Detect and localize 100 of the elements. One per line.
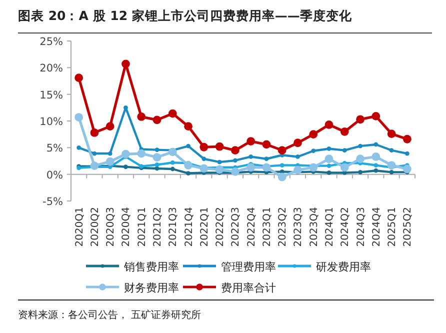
x-tick-label: 2022Q4	[246, 207, 258, 247]
point	[186, 171, 190, 176]
legend-label: 销售费用率	[123, 260, 179, 274]
point	[402, 164, 412, 174]
point	[137, 112, 146, 121]
x-tick-label: 2025Q2	[402, 207, 414, 247]
point	[74, 113, 84, 122]
y-tick-label: 25%	[40, 36, 64, 48]
point	[374, 142, 378, 147]
x-tick-label: 2023Q3	[293, 207, 304, 247]
point	[248, 154, 254, 159]
x-tick-label: 2023Q4	[308, 207, 320, 247]
point	[358, 170, 362, 174]
point	[122, 150, 130, 158]
point	[202, 156, 206, 162]
x-tick-label: 2020Q4	[121, 207, 132, 247]
point	[389, 148, 394, 153]
point	[232, 158, 238, 163]
point	[215, 165, 224, 174]
point	[262, 163, 271, 172]
x-tick-label: 2020Q3	[106, 207, 117, 247]
point	[294, 138, 302, 148]
y-tick-label: -5%	[42, 196, 64, 208]
point	[230, 146, 240, 155]
point	[280, 163, 284, 168]
point	[324, 120, 334, 129]
text: 资料来源：各公司公告， 五矿证券研究所	[18, 309, 202, 321]
x-tick-label: 2023Q2	[278, 207, 289, 247]
point	[278, 172, 286, 182]
point	[200, 164, 208, 173]
point	[246, 163, 256, 172]
point	[90, 162, 99, 170]
point	[356, 154, 364, 164]
point	[389, 170, 394, 174]
point	[108, 151, 112, 156]
chart-title: 图表 20：A 股 12 家锂上市公司四费费用率——季度变化	[18, 8, 353, 23]
x-tick-label: 2025Q1	[387, 207, 398, 247]
point	[326, 164, 332, 168]
x-tick-label: 2024Q2	[340, 207, 352, 247]
point	[387, 130, 396, 138]
point	[340, 127, 349, 136]
point	[309, 163, 318, 172]
point	[296, 154, 300, 159]
point	[358, 144, 362, 148]
point	[404, 151, 410, 156]
point	[184, 122, 192, 131]
point	[372, 112, 380, 120]
x-tick-label: 2021Q4	[184, 207, 195, 247]
point	[168, 148, 177, 156]
point	[186, 144, 190, 148]
point	[311, 148, 316, 154]
point	[154, 162, 160, 167]
x-tick-label: 2022Q3	[230, 207, 242, 247]
point	[124, 105, 128, 110]
point	[342, 148, 347, 153]
legend-label: 管理费用率	[221, 260, 276, 274]
legend-label: 费用率合计	[221, 282, 276, 294]
point	[340, 163, 349, 172]
point	[326, 170, 332, 175]
point	[152, 116, 162, 124]
point	[326, 146, 332, 151]
point	[184, 161, 192, 170]
y-tick-label: 10%	[40, 116, 64, 128]
x-tick-label: 2024Q3	[356, 207, 367, 247]
y-tick-label: 0%	[46, 169, 64, 182]
point	[278, 146, 286, 155]
point	[230, 167, 240, 176]
point	[170, 160, 175, 165]
point	[217, 160, 222, 164]
point	[324, 154, 334, 164]
point	[152, 153, 162, 162]
x-tick-label: 2021Q2	[152, 207, 164, 247]
x-tick-label: 2021Q1	[136, 207, 148, 247]
point	[294, 166, 302, 174]
x-tick-label: 2023Q1	[262, 207, 273, 247]
point	[374, 163, 378, 168]
point	[309, 130, 318, 139]
y-tick-label: 5%	[46, 142, 64, 155]
point	[372, 152, 380, 161]
point	[137, 149, 146, 158]
point	[264, 156, 269, 162]
y-tick-label: 15%	[40, 89, 64, 102]
point	[90, 128, 99, 137]
point	[124, 164, 128, 170]
point	[246, 137, 256, 146]
x-tick-label: 2024Q1	[324, 207, 336, 247]
point	[356, 115, 364, 124]
y-tick-label: 20%	[40, 62, 64, 75]
point	[402, 134, 412, 144]
point	[374, 168, 378, 173]
point	[76, 145, 82, 150]
point	[387, 161, 396, 170]
x-tick-label: 2024Q4	[371, 207, 382, 247]
x-tick-label: 2022Q1	[199, 207, 210, 247]
point	[122, 60, 130, 68]
point	[215, 142, 224, 151]
point	[106, 157, 114, 166]
x-tick-label: 2021Q3	[168, 207, 180, 247]
point	[106, 122, 114, 131]
legend-label: 研发费用率	[316, 260, 371, 274]
